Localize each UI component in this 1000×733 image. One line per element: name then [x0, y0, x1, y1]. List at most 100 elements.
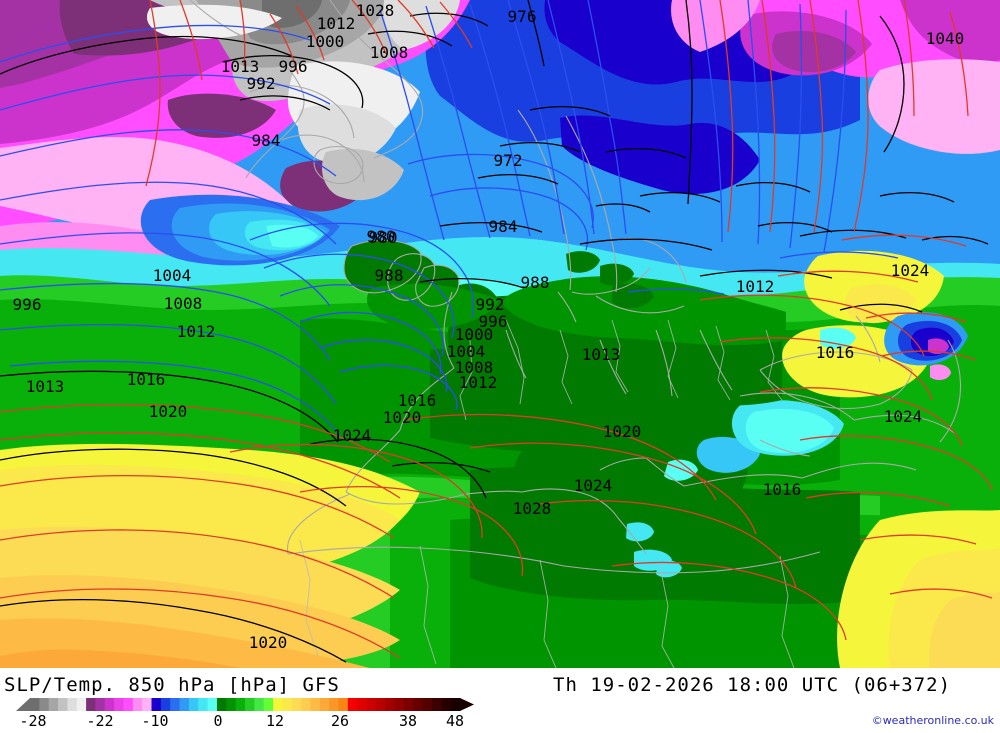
colorbar-tick-label: 0: [213, 712, 222, 730]
isobar-label: 980: [367, 227, 396, 246]
colorbar-band: [319, 698, 330, 711]
colorbar-tick-label: 38: [399, 712, 417, 730]
isobar-label: 1000: [455, 325, 494, 344]
weather-map-canvas[interactable]: 1028 1012 1000 1008 1013 996 992 1040 976 984 972 9…: [0, 0, 1000, 668]
isobar-label: 1004: [447, 342, 486, 361]
colorbar-band: [160, 698, 171, 711]
isobar-label: 1016: [763, 480, 802, 499]
forecast-timestamp: Th 19-02-2026 18:00 UTC (06+372): [553, 674, 952, 696]
colorbar-band: [170, 698, 181, 711]
isobar-label: 1028: [513, 499, 552, 518]
colorbar-band: [301, 698, 312, 711]
colorbar-band: [132, 698, 143, 711]
isobar-label: 996: [279, 57, 308, 76]
isobar-label: 1020: [249, 633, 288, 652]
colorbar-tick-label: -28: [19, 712, 46, 730]
colorbar-band: [67, 698, 78, 711]
isobar-label: 1013: [26, 377, 65, 396]
colorbar-tick-label: 26: [331, 712, 349, 730]
colorbar-band: [366, 698, 377, 711]
colorbar-tick-label: 12: [266, 712, 284, 730]
colorbar-graphic: -28 -22 -10 0 12 26 38 48: [16, 698, 474, 730]
colorbar-band: [441, 698, 452, 711]
isobar-label: 1024: [884, 407, 923, 426]
isobar-label: 988: [375, 266, 404, 285]
colorbar-band: [245, 698, 255, 711]
isobar-label: 996: [479, 312, 508, 331]
colorbar-band: [450, 698, 461, 711]
isobar-label: 1040: [926, 29, 965, 48]
colorbar-max-arrow: [460, 698, 474, 711]
colorbar-band: [104, 698, 115, 711]
isobar-label: 1013: [221, 57, 260, 76]
colorbar-band: [282, 698, 293, 711]
isobar-label: 988: [521, 273, 550, 292]
isobar-label: 980: [369, 228, 398, 247]
colorbar-band: [226, 698, 237, 711]
colorbar-band: [375, 698, 386, 711]
colorbar-band: [273, 698, 283, 711]
colorbar-band: [394, 698, 405, 711]
isobar-label: 1020: [383, 408, 422, 427]
isobar-label: 1008: [164, 294, 203, 313]
map-footer: SLP/Temp. 850 hPa [hPa] GFS Th 19-02-202…: [0, 668, 1000, 733]
isobar-label: 992: [247, 74, 276, 93]
isobar-label: 984: [489, 217, 518, 236]
isobar-label: 1024: [891, 261, 930, 280]
isobar-label: 1012: [317, 14, 356, 33]
isobar-label: 1013: [582, 345, 621, 364]
colorbar-tick-labels: -28 -22 -10 0 12 26 38 48: [19, 712, 464, 730]
isobar-label: 992: [476, 295, 505, 314]
colorbar-band: [151, 698, 162, 711]
isobar-label: 1020: [149, 402, 188, 421]
colorbar-band: [403, 698, 414, 711]
colorbar-band: [413, 698, 424, 711]
colorbar-band: [329, 698, 340, 711]
isobar-label: 984: [252, 131, 281, 150]
colorbar-band: [198, 698, 209, 711]
isobar-label: 1028: [356, 1, 395, 20]
colorbar-band: [114, 698, 125, 711]
isobar-label: 1012: [459, 373, 498, 392]
isobar-label: 972: [494, 151, 523, 170]
colorbar-band: [291, 698, 302, 711]
colorbar-band: [431, 698, 442, 711]
temperature-colorbar[interactable]: -28 -22 -10 0 12 26 38 48: [0, 696, 500, 733]
colorbar-tick-label: -22: [86, 712, 113, 730]
colorbar-tick-label: 48: [446, 712, 464, 730]
colorbar-band: [76, 698, 87, 711]
isobar-label: 1024: [333, 426, 372, 445]
colorbar-band: [86, 698, 97, 711]
colorbar-band: [216, 698, 227, 711]
isobar-label: 1008: [455, 358, 494, 377]
colorbar-band: [188, 698, 199, 711]
colorbar-min-arrow: [16, 698, 30, 711]
colorbar-band: [357, 698, 368, 711]
copyright-credit: ©weatheronline.co.uk: [871, 714, 994, 727]
colorbar-band: [207, 698, 218, 711]
colorbar-band: [142, 698, 153, 711]
colorbar-band: [254, 698, 265, 711]
colorbar-band: [235, 698, 246, 711]
colorbar-band: [385, 698, 396, 711]
colorbar-band: [310, 698, 321, 711]
isobar-label: 1008: [370, 43, 409, 62]
isobar-label: 1012: [177, 322, 216, 341]
chart-title: SLP/Temp. 850 hPa [hPa] GFS: [4, 674, 340, 696]
colorbar-band: [263, 698, 274, 711]
colorbar-band: [347, 698, 358, 711]
colorbar-band: [95, 698, 106, 711]
colorbar-band: [48, 698, 59, 711]
colorbar-band: [58, 698, 68, 711]
isobar-label: 1000: [306, 32, 345, 51]
isobar-label: 1016: [816, 343, 855, 362]
colorbar-tick-label: -10: [141, 712, 168, 730]
colorbar-band: [338, 698, 349, 711]
colorbar-bands: [16, 698, 474, 711]
colorbar-band: [422, 698, 433, 711]
colorbar-band: [179, 698, 190, 711]
isobar-label: 1016: [127, 370, 166, 389]
